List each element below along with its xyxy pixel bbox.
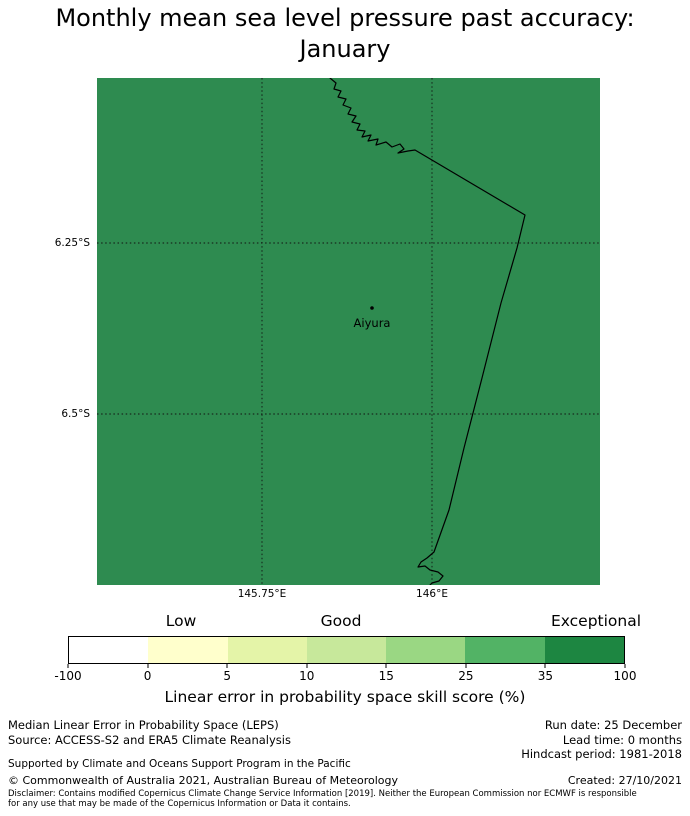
colorbar-tick-label: 0 bbox=[143, 669, 152, 683]
station-label: Aiyura bbox=[354, 316, 391, 330]
colorbar-tickmark bbox=[226, 664, 228, 668]
colorbar-segment bbox=[465, 637, 545, 663]
lon-tick-label: 145.75°E bbox=[237, 588, 287, 600]
colorbar-tickmark bbox=[385, 664, 387, 668]
run-date: Run date: 25 December bbox=[544, 718, 682, 732]
coastline bbox=[329, 78, 526, 585]
colorbar-tickmark bbox=[544, 664, 546, 668]
colorbar-tickmark bbox=[465, 664, 467, 668]
colorbar-tick-label: 5 bbox=[223, 669, 231, 683]
footer-metric-block: Median Linear Error in Probability Space… bbox=[8, 718, 291, 747]
lead-time: Lead time: 0 months bbox=[562, 732, 682, 747]
copyright: © Commonwealth of Australia 2021, Austra… bbox=[8, 774, 398, 787]
footer-run-block: Run date: 25 December Lead time: 0 month… bbox=[521, 718, 682, 762]
supported-by: Supported by Climate and Oceans Support … bbox=[8, 758, 351, 770]
title-line-1: Monthly mean sea level pressure past acc… bbox=[55, 4, 635, 32]
colorbar-tick-label: 25 bbox=[458, 669, 474, 683]
lat-tick-label: 6.25°S bbox=[54, 237, 90, 249]
disclaimer: Disclaimer: Contains modified Copernicus… bbox=[8, 789, 637, 809]
legend-label-exceptional: Exceptional bbox=[550, 612, 642, 630]
colorbar-tick-label: 10 bbox=[299, 669, 315, 683]
colorbar-segment bbox=[386, 637, 466, 663]
title-line-2: January bbox=[299, 35, 391, 63]
map-region-fill bbox=[97, 78, 600, 585]
metric-name: Median Linear Error in Probability Space… bbox=[8, 718, 279, 732]
colorbar-tickmark bbox=[306, 664, 308, 668]
station-marker bbox=[370, 306, 374, 310]
colorbar-tick-label: 35 bbox=[537, 669, 554, 683]
lat-tick-label: 6.5°S bbox=[61, 408, 90, 420]
colorbar-tickmark bbox=[147, 664, 149, 668]
colorbar-segment bbox=[148, 637, 228, 663]
colorbar-segment bbox=[544, 637, 624, 663]
colorbar-segment bbox=[306, 637, 387, 663]
lon-tick-label: 146°E bbox=[416, 588, 448, 600]
colorbar-tick-label: 15 bbox=[378, 669, 394, 683]
colorbar-tickmark bbox=[67, 664, 69, 668]
legend-label-low: Low bbox=[165, 612, 197, 630]
colorbar-tickmark bbox=[624, 664, 626, 668]
legend-label-good: Good bbox=[320, 612, 362, 630]
hindcast-period: Hindcast period: 1981-2018 bbox=[521, 747, 682, 761]
data-source: Source: ACCESS-S2 and ERA5 Climate Reana… bbox=[8, 732, 291, 747]
colorbar-ticks: -100 0 5 10 15 25 35 100 bbox=[54, 664, 636, 686]
colorbar-segment bbox=[227, 637, 307, 663]
colorbar-tick-label: -100 bbox=[54, 669, 82, 683]
map: Aiyura bbox=[97, 78, 600, 585]
created-date: Created: 27/10/2021 bbox=[567, 774, 682, 787]
colorbar-segment bbox=[69, 637, 149, 663]
page-title: Monthly mean sea level pressure past acc… bbox=[0, 3, 690, 65]
colorbar-segments bbox=[68, 636, 625, 664]
colorbar-tick-label: 100 bbox=[613, 669, 637, 683]
colorbar-axis-label: Linear error in probability space skill … bbox=[164, 688, 526, 706]
